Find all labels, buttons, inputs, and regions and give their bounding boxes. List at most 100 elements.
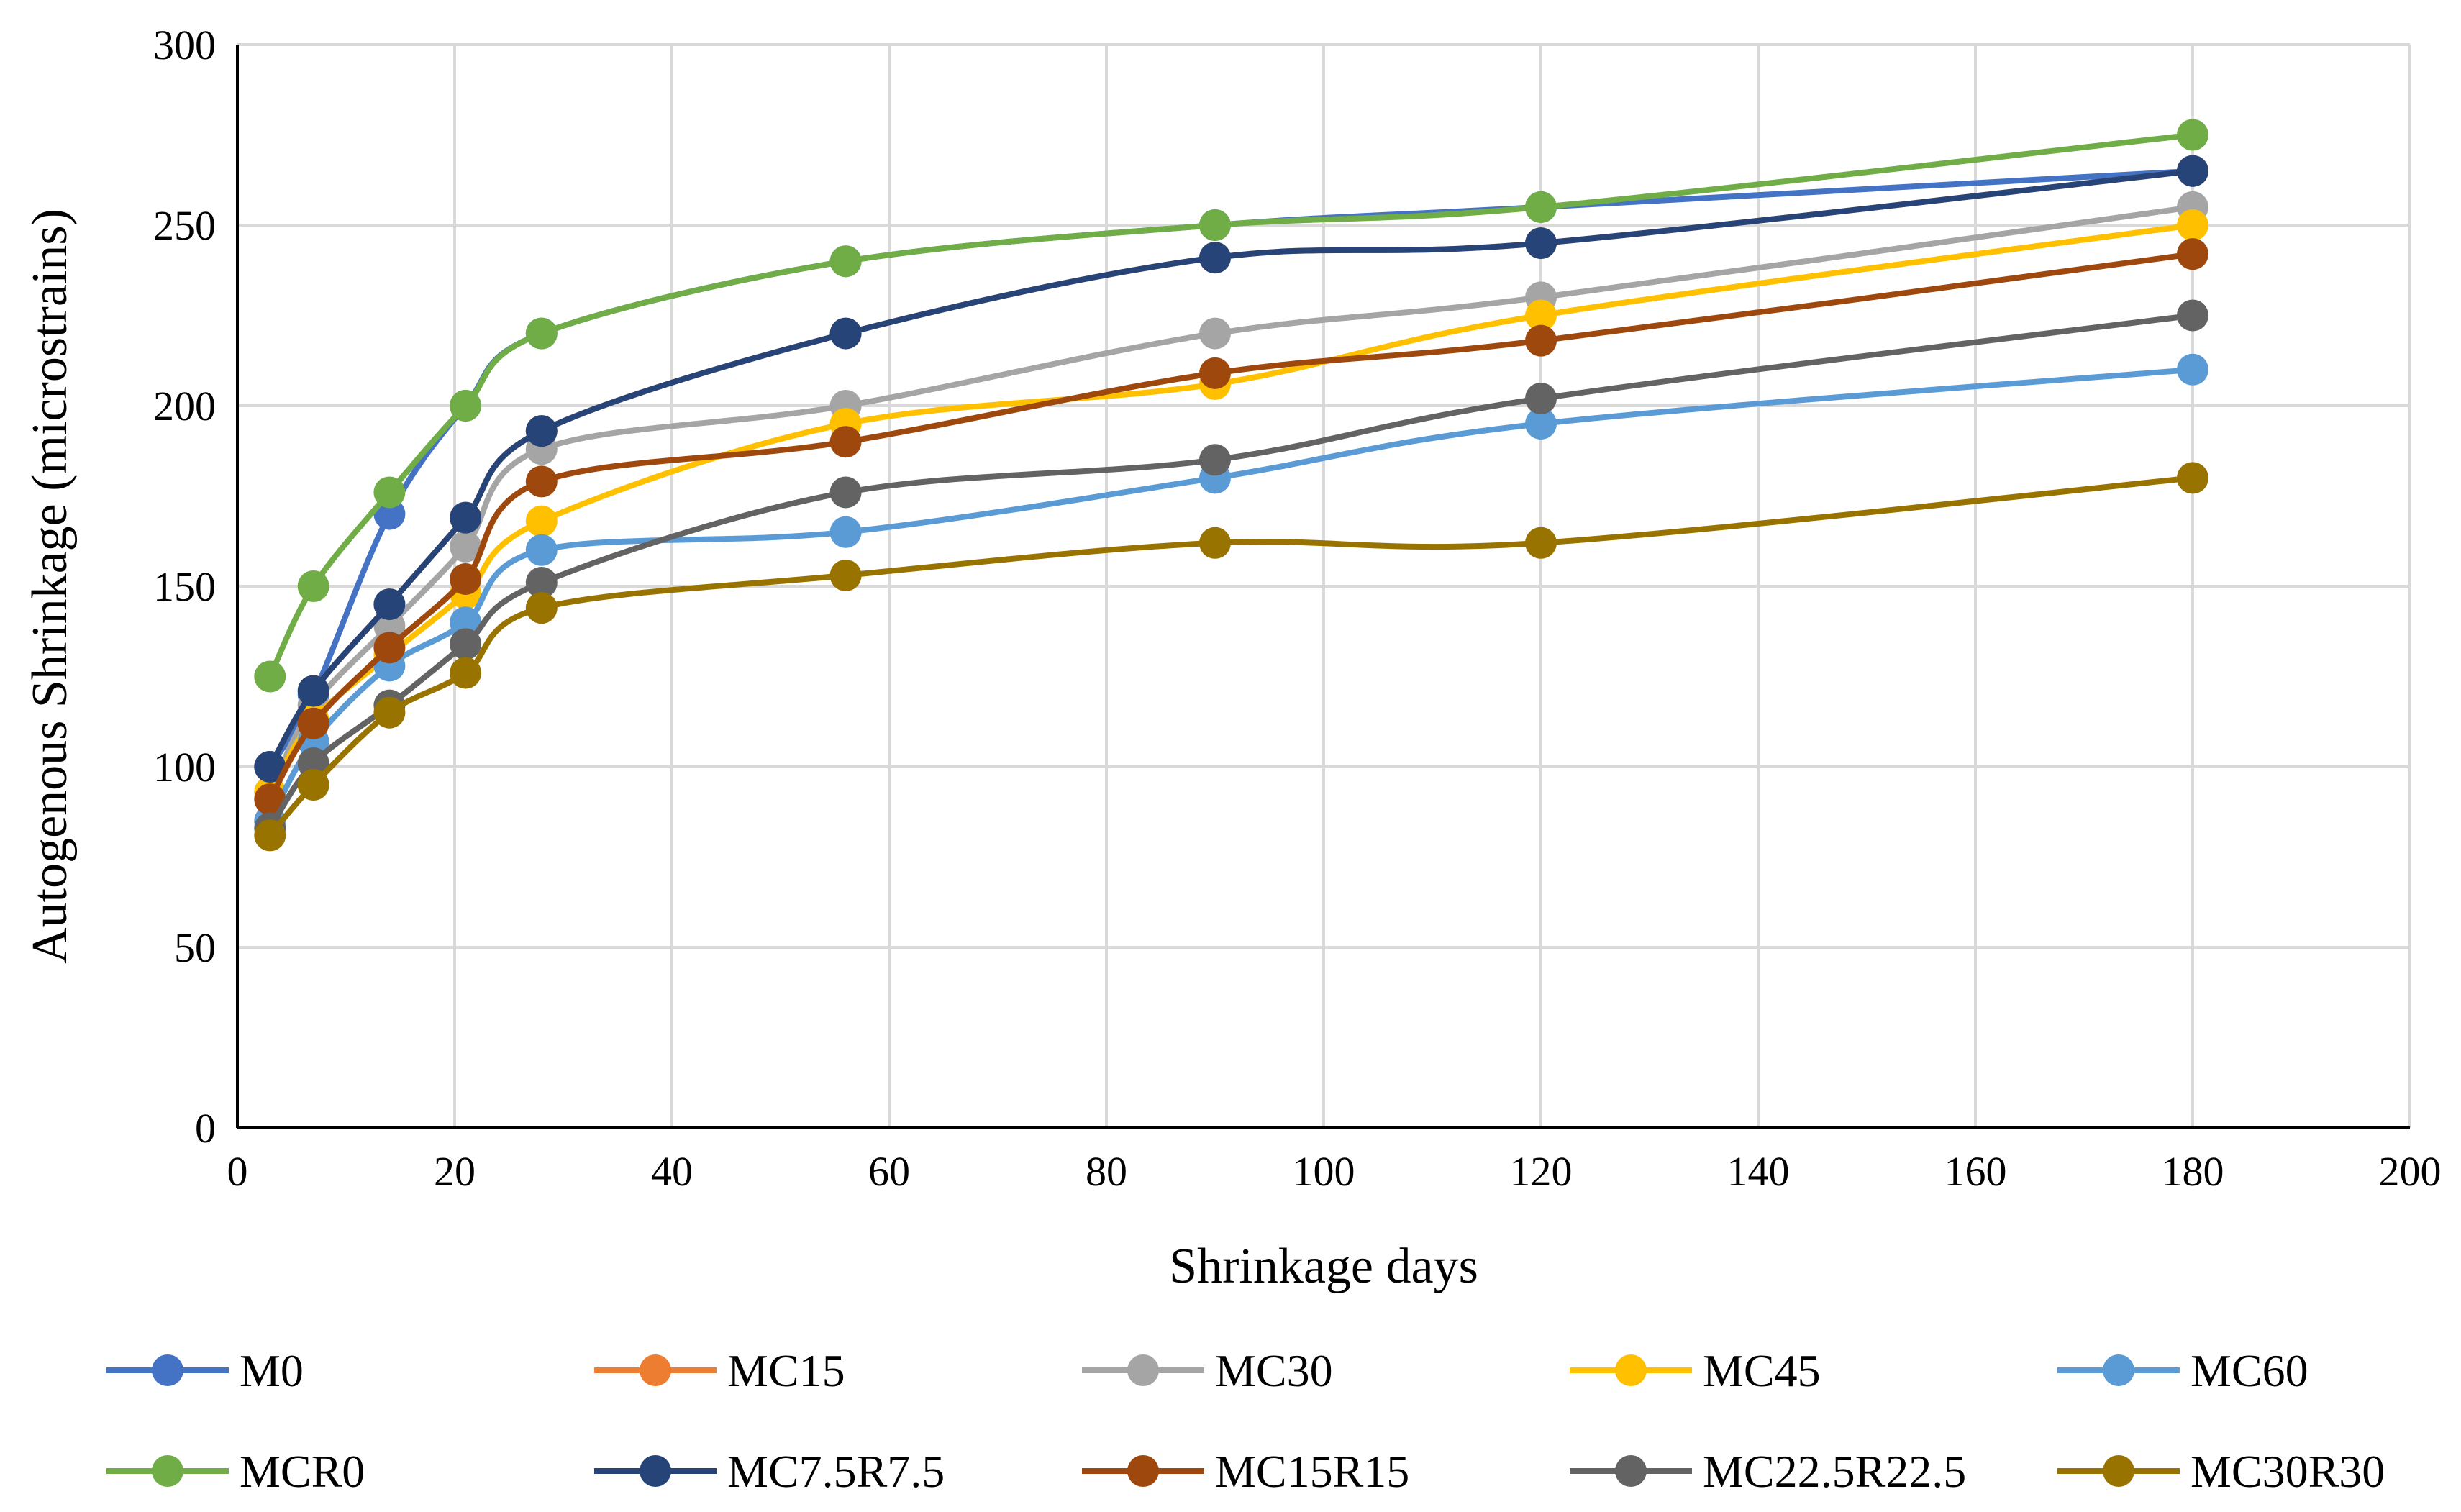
data-point-mc15r15 — [829, 426, 862, 458]
legend-item-mc22-5r22-5: MC22.5R22.5 — [1570, 1446, 1966, 1497]
series-group — [254, 119, 2208, 852]
series-mc7-5r7-5 — [254, 155, 2208, 783]
legend-swatch-marker — [1615, 1354, 1647, 1386]
legend-label: MC22.5R22.5 — [1703, 1446, 1966, 1497]
data-point-mcr0 — [450, 390, 482, 422]
data-point-mc45 — [2177, 209, 2208, 241]
legend-item-mc30r30: MC30R30 — [2057, 1446, 2385, 1497]
data-point-mcr0 — [1199, 209, 1231, 241]
x-tick-label: 180 — [2162, 1148, 2224, 1195]
data-point-mcr0 — [373, 476, 406, 509]
data-point-mc30 — [373, 610, 406, 642]
data-point-mc7-5r7-5 — [2177, 155, 2208, 187]
legend-label: MC15 — [727, 1345, 845, 1396]
legend-swatch-marker — [2103, 1455, 2134, 1487]
data-point-mcr0 — [2177, 119, 2208, 151]
y-tick-label: 250 — [153, 202, 216, 249]
data-point-mc30r30 — [450, 657, 482, 689]
data-point-mc7-5r7-5 — [525, 415, 558, 447]
data-point-mc15r15 — [1525, 324, 1557, 357]
data-point-mc22-5r22-5 — [2177, 299, 2208, 332]
data-point-mc15r15 — [373, 632, 406, 664]
legend-label: MCR0 — [240, 1446, 365, 1497]
data-point-mc22-5r22-5 — [450, 628, 482, 660]
legend-swatch-marker — [2103, 1354, 2134, 1386]
series-mc15r15 — [254, 238, 2208, 816]
legend-label: MC7.5R7.5 — [727, 1446, 945, 1497]
data-point-mc22-5r22-5 — [1199, 444, 1231, 476]
series-mc30 — [254, 191, 2208, 809]
legend-label: MC45 — [1703, 1345, 1821, 1396]
data-point-m0 — [373, 498, 406, 530]
x-tick-label: 140 — [1727, 1148, 1790, 1195]
data-point-mc30 — [1199, 317, 1231, 350]
legend-item-m0: M0 — [106, 1345, 304, 1396]
data-point-mc60 — [525, 534, 558, 566]
data-point-mc30r30 — [254, 819, 286, 852]
series-line-mc15r15 — [267, 251, 2193, 801]
data-point-mc45 — [525, 505, 558, 537]
x-tick-label: 200 — [2379, 1148, 2442, 1195]
x-tick-labels: 0 20 40 60 80 100 120 140 160 180 200 — [227, 1148, 2442, 1195]
data-point-mc15r15 — [254, 783, 286, 816]
series-line-mc30r30 — [268, 475, 2193, 838]
x-tick-label: 120 — [1510, 1148, 1573, 1195]
legend-swatch-marker — [1127, 1354, 1159, 1386]
data-point-mcr0 — [829, 245, 862, 278]
series-line-mc60 — [267, 366, 2193, 823]
data-point-mc15r15 — [1199, 357, 1231, 389]
data-point-mc7-5r7-5 — [373, 588, 406, 621]
series-line-mc7-5r7-5 — [267, 168, 2193, 768]
data-point-mc30r30 — [1199, 527, 1231, 559]
data-point-mc15r15 — [525, 465, 558, 498]
legend-swatch-marker — [1127, 1455, 1159, 1487]
y-tick-label: 100 — [153, 744, 216, 791]
data-point-mc60 — [829, 516, 862, 548]
data-point-mc30 — [450, 530, 482, 563]
data-point-mc22-5r22-5 — [829, 476, 862, 509]
data-point-mc7-5r7-5 — [297, 675, 329, 707]
y-tick-label: 200 — [153, 383, 216, 429]
x-tick-label: 160 — [1944, 1148, 2007, 1195]
x-axis-title: Shrinkage days — [1169, 1239, 1478, 1294]
legend-item-mc15: MC15 — [594, 1345, 845, 1396]
data-point-mc45 — [1525, 299, 1557, 332]
legend-item-mc60: MC60 — [2057, 1345, 2308, 1396]
data-point-mc30r30 — [829, 559, 862, 591]
data-point-mc30r30 — [2177, 462, 2208, 494]
y-tick-label: 0 — [195, 1105, 216, 1152]
data-point-mc60 — [1525, 408, 1557, 440]
y-tick-label: 150 — [153, 563, 216, 610]
x-tick-label: 80 — [1086, 1148, 1127, 1195]
data-point-mc60 — [2177, 353, 2208, 386]
data-point-mc30r30 — [1525, 527, 1557, 559]
axes — [236, 45, 2410, 1129]
y-tick-labels: 0 50 100 150 200 250 300 — [153, 22, 216, 1152]
legend-swatch-marker — [152, 1354, 183, 1386]
legend-swatch-marker — [152, 1455, 183, 1487]
data-point-mc7-5r7-5 — [450, 501, 482, 534]
legend-label: MC30 — [1215, 1345, 1333, 1396]
legend-swatch-marker — [640, 1455, 671, 1487]
legend-item-mc45: MC45 — [1570, 1345, 1821, 1396]
legend-label: M0 — [240, 1345, 304, 1396]
data-point-mc15r15 — [297, 707, 329, 739]
data-point-mc7-5r7-5 — [1525, 227, 1557, 260]
legend-label: MC30R30 — [2191, 1446, 2385, 1497]
data-point-mc22-5r22-5 — [525, 566, 558, 598]
legend-label: MC60 — [2191, 1345, 2308, 1396]
data-point-mc7-5r7-5 — [829, 317, 862, 350]
x-tick-label: 100 — [1293, 1148, 1355, 1195]
y-tick-label: 300 — [153, 22, 216, 68]
series-line-mc15 — [267, 168, 2193, 768]
data-point-mc30r30 — [525, 592, 558, 624]
data-point-mcr0 — [1525, 191, 1557, 223]
data-point-mc7-5r7-5 — [254, 751, 286, 783]
legend-label: MC15R15 — [1215, 1446, 1409, 1497]
data-point-mc30r30 — [297, 769, 329, 801]
data-point-mc15r15 — [450, 563, 482, 595]
legend-swatch-marker — [1615, 1455, 1647, 1487]
x-tick-label: 0 — [227, 1148, 248, 1195]
series-mc30r30 — [254, 462, 2208, 852]
